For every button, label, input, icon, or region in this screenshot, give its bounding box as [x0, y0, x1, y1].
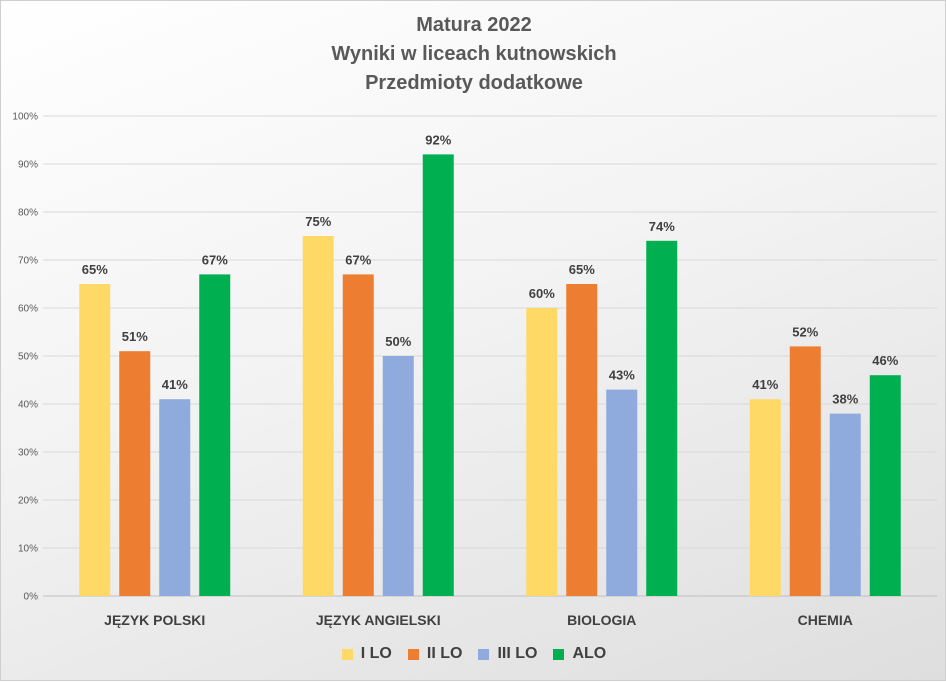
legend-item: ALO	[553, 645, 606, 663]
bar	[422, 154, 454, 596]
y-tick-label: 100%	[12, 112, 38, 123]
bar	[342, 274, 374, 596]
bar	[302, 236, 334, 596]
data-label: 74%	[649, 219, 675, 234]
bar	[749, 399, 781, 596]
bar	[159, 399, 191, 596]
legend-label: II LO	[426, 645, 463, 662]
data-label: 41%	[752, 377, 778, 392]
chart-title-line-3: Przedmioty dodatkowe	[365, 72, 583, 94]
legend-swatch	[478, 648, 490, 660]
legend-swatch	[341, 648, 353, 660]
legend-label: ALO	[572, 645, 607, 662]
category-label: JĘZYK POLSKI	[104, 612, 205, 628]
legend-label: III LO	[497, 645, 538, 662]
legend-item: II LO	[407, 645, 463, 663]
data-label: 51%	[122, 329, 148, 344]
data-label: 43%	[609, 368, 635, 383]
chart-title-line-2: Wyniki w liceach kutnowskich	[331, 43, 617, 65]
bar	[79, 284, 111, 596]
chart-title: Matura 2022 Wyniki w liceach kutnowskich…	[1, 11, 946, 98]
y-tick-label: 40%	[18, 400, 38, 411]
data-label: 38%	[832, 392, 858, 407]
y-tick-label: 10%	[18, 544, 38, 555]
bar	[382, 356, 414, 596]
bar	[526, 308, 558, 596]
legend-item: III LO	[478, 645, 537, 663]
data-label: 65%	[569, 262, 595, 277]
y-tick-label: 70%	[18, 256, 38, 267]
data-label: 46%	[872, 353, 898, 368]
bar	[869, 375, 901, 596]
bar	[566, 284, 598, 596]
y-tick-label: 60%	[18, 304, 38, 315]
data-label: 67%	[202, 252, 228, 267]
y-tick-label: 30%	[18, 448, 38, 459]
data-label: 67%	[345, 252, 371, 267]
bar	[829, 413, 861, 596]
legend-label: I LO	[360, 645, 392, 662]
bar	[119, 351, 151, 596]
legend: I LO II LO III LO ALO	[1, 645, 946, 663]
data-label: 41%	[162, 377, 188, 392]
chart-title-line-1: Matura 2022	[416, 14, 532, 36]
y-tick-label: 80%	[18, 208, 38, 219]
y-tick-label: 90%	[18, 160, 38, 171]
data-label: 65%	[82, 262, 108, 277]
y-tick-label: 0%	[24, 592, 39, 603]
legend-swatch	[407, 648, 419, 660]
category-label: BIOLOGIA	[567, 612, 636, 628]
data-label: 92%	[425, 132, 451, 147]
category-label: JĘZYK ANGIELSKI	[316, 612, 441, 628]
legend-item: I LO	[341, 645, 392, 663]
bar	[606, 389, 638, 596]
y-tick-label: 50%	[18, 352, 38, 363]
data-label: 60%	[529, 286, 555, 301]
y-tick-label: 20%	[18, 496, 38, 507]
data-label: 52%	[792, 324, 818, 339]
data-label: 75%	[305, 214, 331, 229]
data-label: 50%	[385, 334, 411, 349]
legend-swatch	[553, 648, 565, 660]
bar	[789, 346, 821, 596]
bar	[646, 240, 678, 597]
category-label: CHEMIA	[798, 612, 853, 628]
bar	[199, 274, 231, 596]
